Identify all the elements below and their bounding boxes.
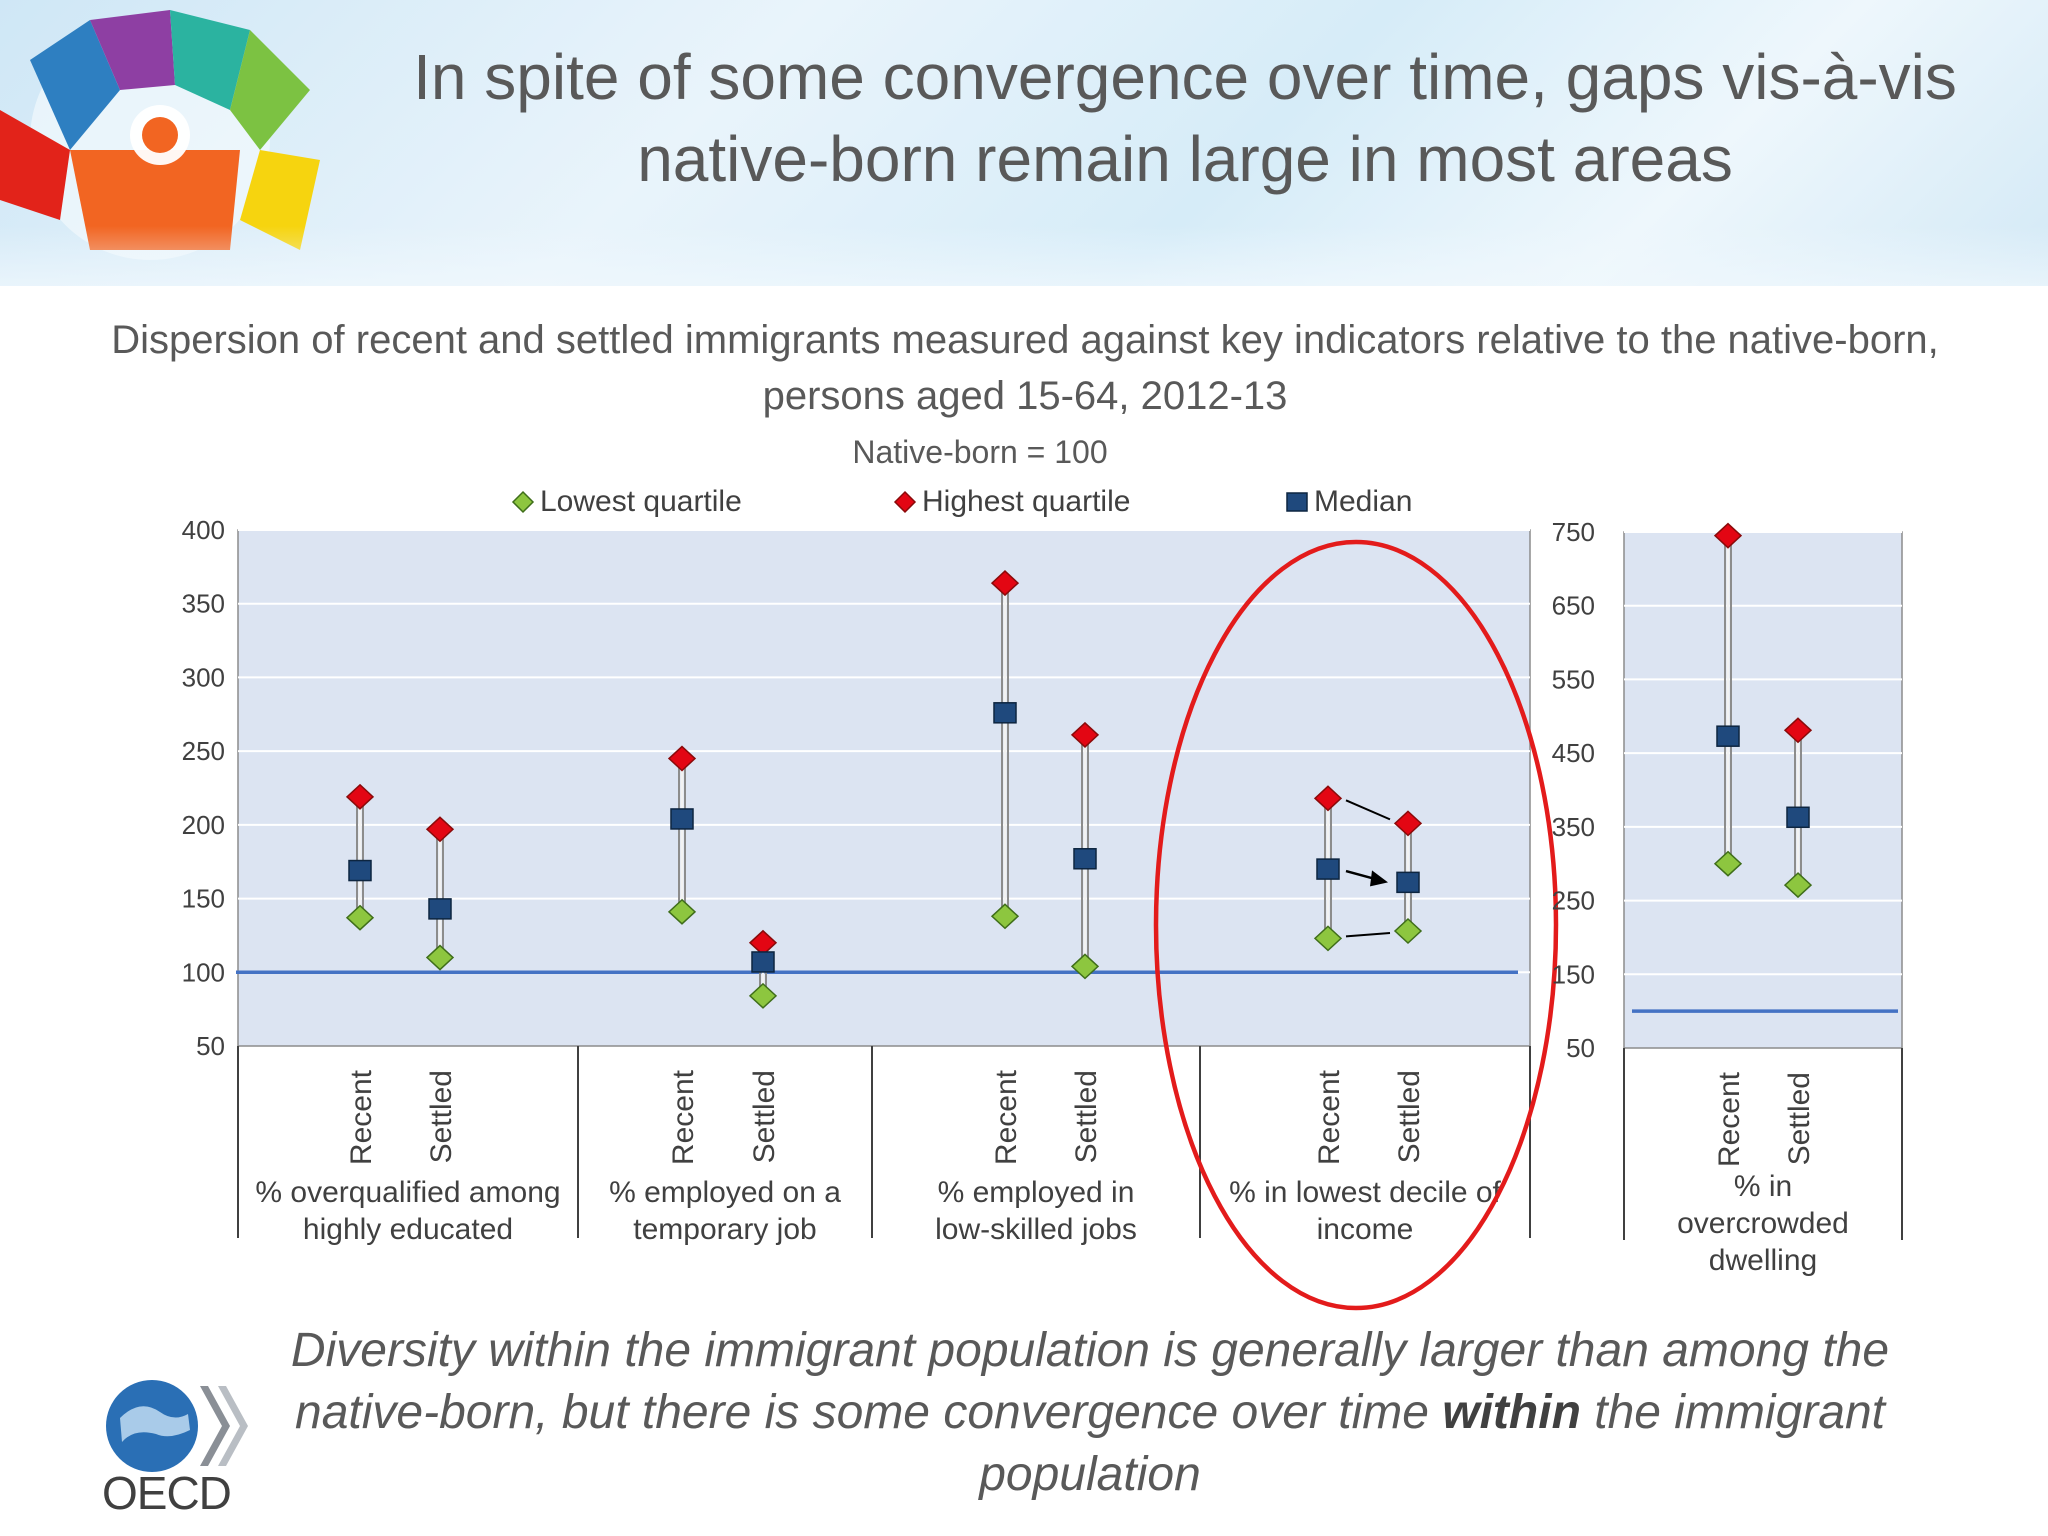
takeaway-part2: the immigrant population [979,1386,1885,1501]
y-tick-label: 150 [1552,959,1595,989]
convergence-line-high [1345,799,1391,821]
x-tick-label: Settled [425,1070,458,1163]
y-tick-label: 250 [182,736,225,766]
category-label: % employed in [938,1176,1135,1209]
green-diamond-icon [511,490,535,514]
highest-quartile-marker [1713,522,1743,549]
median-marker [993,702,1017,724]
median-marker [1073,848,1097,870]
y-tick-label: 100 [182,957,225,987]
y-tick-label: 550 [1552,664,1595,694]
legend-label-median: Median [1314,485,1413,518]
lowest-quartile-marker [667,898,697,925]
lowest-quartile-marker [1783,872,1813,899]
legend-item-highest: Highest quartile [892,480,1130,524]
y-tick-label: 300 [182,662,225,692]
blue-square-icon [1286,492,1308,512]
chart-subtitle: Dispersion of recent and settled immigra… [111,318,1939,418]
y-tick-label: 450 [1552,738,1595,768]
highest-quartile-marker [1393,810,1423,837]
x-tick-label: Recent [667,1069,700,1165]
median-marker [1716,725,1740,747]
y-tick-label: 400 [182,515,225,545]
oecd-globe-logo [106,1380,248,1472]
category-label: highly educated [303,1213,513,1246]
takeaway-bold: within [1442,1386,1581,1439]
category-label: % overqualified among [255,1176,560,1209]
native-born-note: Native-born = 100 [852,434,1108,470]
median-marker [348,859,372,882]
takeaway-text: Diversity within the immigrant populatio… [260,1320,1920,1506]
median-marker [751,951,775,973]
highest-quartile-marker [990,570,1020,597]
lowest-quartile-marker [990,903,1020,930]
plot-area [1623,531,1903,1049]
legend-item-median: Median [1284,480,1412,524]
highest-quartile-marker [1313,785,1343,812]
lowest-quartile-marker [1713,850,1743,877]
y-tick-label: 50 [196,1031,225,1061]
y-tick-label: 350 [1552,812,1595,842]
highest-quartile-marker [345,783,375,810]
slide-title: In spite of some convergence over time, … [413,41,1957,195]
lowest-quartile-marker [1313,925,1343,952]
highest-quartile-marker [667,745,697,772]
x-tick-label: Recent [1713,1071,1746,1167]
lowest-quartile-marker [1070,953,1100,980]
x-tick-label: Recent [990,1069,1023,1165]
y-tick-label: 50 [1566,1033,1595,1063]
category-label: low-skilled jobs [935,1213,1137,1246]
lowest-quartile-marker [1393,917,1423,945]
lowest-quartile-marker [345,904,375,931]
category-label: income [1317,1213,1414,1246]
takeaway-part1: Diversity within the immigrant populatio… [290,1324,1890,1439]
legend-label-lowest: Lowest quartile [540,485,742,518]
convergence-line-low [1345,932,1391,938]
y-tick-label: 350 [182,589,225,619]
x-tick-label: Settled [1393,1070,1426,1163]
category-label: temporary job [633,1213,816,1246]
legend-item-lowest: Lowest quartile [510,480,742,524]
x-tick-label: Settled [1070,1070,1103,1163]
y-tick-label: 750 [1552,517,1595,547]
median-marker [1316,858,1340,880]
arrowhead-icon [1370,870,1388,887]
category-label: % in lowest decile of [1229,1176,1501,1209]
category-label: overcrowded [1677,1207,1849,1240]
lowest-quartile-marker [425,944,455,971]
header-banner: In spite of some convergence over time, … [0,0,2048,286]
lowest-quartile-marker [748,982,778,1009]
category-label: % in [1734,1170,1792,1203]
category-label: % employed on a [609,1176,841,1209]
highest-quartile-marker [425,816,455,843]
plot-area [237,529,1531,1047]
highest-quartile-marker [1070,721,1100,748]
median-marker [1396,871,1420,894]
red-diamond-icon [893,490,917,514]
y-tick-label: 200 [182,810,225,840]
x-tick-label: Recent [1313,1069,1346,1165]
x-tick-label: Settled [1783,1072,1816,1165]
median-marker [670,808,694,830]
puzzle-people-illustration [0,10,320,260]
highlight-ellipse [1153,539,1559,1311]
x-tick-label: Settled [748,1070,781,1163]
oecd-wordmark: OECD [102,1467,232,1519]
y-tick-label: 650 [1552,591,1595,621]
y-tick-label: 150 [182,884,225,914]
median-marker [428,898,452,920]
highest-quartile-marker [1783,717,1813,744]
median-marker [1786,806,1810,829]
legend-label-highest: Highest quartile [922,485,1131,518]
y-tick-label: 250 [1552,886,1595,916]
x-tick-label: Recent [345,1069,378,1165]
category-label: dwelling [1709,1244,1817,1277]
